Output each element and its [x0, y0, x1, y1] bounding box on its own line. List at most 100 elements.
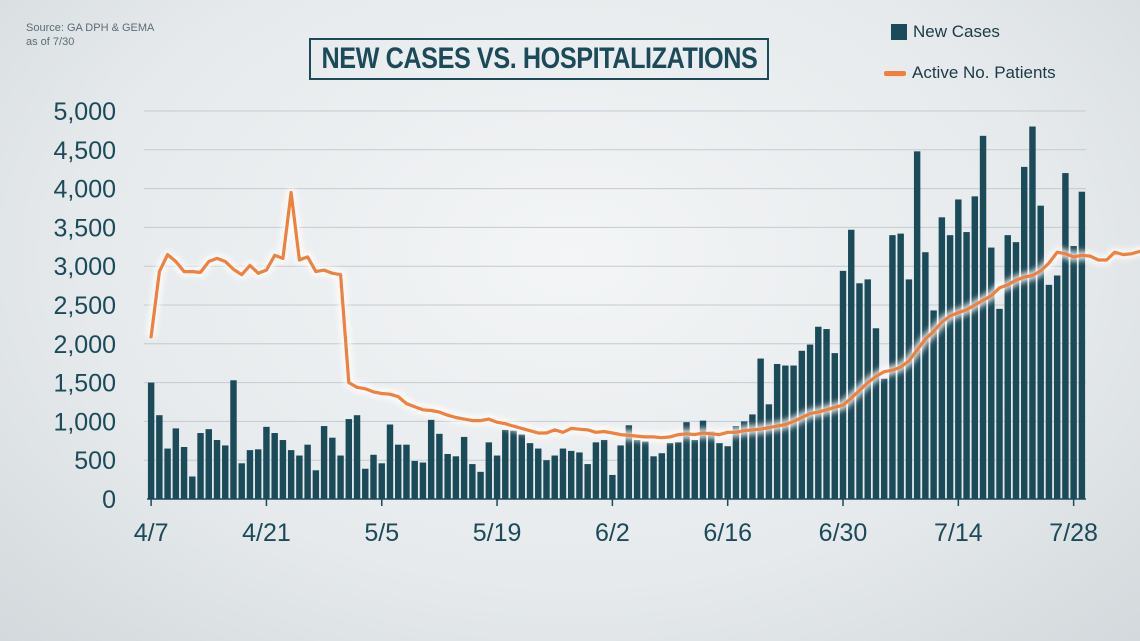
new-cases-bar	[1078, 191, 1086, 500]
new-cases-bar	[1053, 275, 1061, 499]
new-cases-bar	[848, 229, 855, 499]
new-cases-bar	[485, 442, 493, 499]
new-cases-bar	[329, 437, 336, 499]
new-cases-bar	[872, 328, 880, 499]
new-cases-bar	[732, 426, 740, 499]
new-cases-bar	[609, 474, 616, 499]
y-tick-label: 2,000	[53, 331, 116, 359]
new-cases-bar	[971, 196, 979, 500]
new-cases-bar	[1004, 235, 1011, 499]
new-cases-bar	[600, 440, 608, 499]
y-tick-label: 4,000	[53, 176, 116, 204]
new-cases-bar	[172, 428, 180, 499]
x-tick-label: 6/16	[703, 519, 752, 547]
new-cases-bar	[510, 430, 517, 499]
new-cases-bar	[460, 436, 468, 499]
new-cases-bar	[238, 463, 245, 499]
new-cases-bar	[362, 468, 369, 499]
x-tick-label: 5/19	[473, 519, 522, 547]
x-tick-label: 7/14	[934, 519, 983, 547]
new-cases-bar	[790, 365, 797, 499]
new-cases-bar	[246, 450, 254, 499]
new-cases-bar	[675, 442, 682, 499]
y-tick-label: 1,500	[53, 370, 116, 398]
new-cases-bar	[353, 415, 361, 499]
new-cases-bar	[988, 247, 995, 499]
legend-swatch-active-patients	[884, 70, 906, 76]
y-tick-label: 3,500	[53, 214, 116, 242]
new-cases-bar	[469, 464, 476, 499]
new-cases-bar	[345, 419, 353, 499]
y-tick-label: 5,000	[53, 98, 116, 126]
new-cases-bar	[427, 419, 435, 499]
new-cases-bar	[559, 448, 567, 499]
new-cases-bar	[567, 450, 575, 499]
x-tick-label: 4/21	[242, 519, 291, 547]
new-cases-bar	[411, 460, 418, 499]
new-cases-bar	[691, 440, 698, 499]
new-cases-bar	[156, 415, 163, 499]
new-cases-bar	[773, 363, 781, 499]
new-cases-bar	[683, 422, 690, 499]
y-tick-label: 0	[102, 486, 116, 514]
new-cases-bar	[699, 420, 707, 499]
new-cases-bar	[1029, 126, 1036, 500]
new-cases-bar	[782, 365, 789, 499]
new-cases-bar	[222, 445, 229, 499]
y-tick-label: 2,500	[53, 292, 116, 320]
new-cases-bar	[1062, 173, 1069, 499]
y-tick-label: 500	[74, 447, 116, 475]
new-cases-bar	[271, 433, 278, 499]
new-cases-bar	[518, 434, 525, 499]
new-cases-bar	[831, 353, 838, 499]
new-cases-bar	[296, 455, 303, 499]
y-tick-label: 3,000	[53, 253, 116, 281]
new-cases-bar	[765, 404, 773, 499]
new-cases-bar	[312, 470, 320, 499]
legend-item-active-patients: Active No. Patients	[884, 63, 1056, 83]
new-cases-bar	[444, 453, 451, 499]
x-tick-label: 5/5	[364, 519, 399, 547]
new-cases-bar	[337, 455, 344, 499]
new-cases-bar	[304, 444, 311, 499]
chart-title-box: NEW CASES VS. HOSPITALIZATIONS	[309, 38, 769, 80]
new-cases-bar	[996, 308, 1003, 499]
new-cases-bar	[740, 421, 748, 499]
new-cases-bar	[1012, 242, 1020, 500]
new-cases-bar	[370, 454, 377, 499]
new-cases-bar	[922, 252, 929, 499]
legend-swatch-new-cases	[891, 24, 907, 40]
new-cases-bar	[378, 463, 385, 499]
source-note: Source: GA DPH & GEMA as of 7/30	[26, 22, 155, 48]
chart-title: NEW CASES VS. HOSPITALIZATIONS	[321, 42, 757, 75]
new-cases-bar	[798, 350, 806, 499]
new-cases-bar	[938, 217, 946, 499]
new-cases-bar	[642, 441, 649, 499]
new-cases-bar	[287, 450, 295, 499]
new-cases-bar	[230, 380, 237, 499]
new-cases-bar	[930, 310, 937, 499]
new-cases-bar	[551, 455, 558, 499]
x-tick-label: 7/28	[1049, 519, 1098, 547]
new-cases-bar	[864, 279, 871, 499]
active-patients-line	[149, 190, 1140, 440]
new-cases-bar	[658, 453, 666, 499]
y-tick-label: 1,000	[53, 408, 116, 436]
new-cases-bar	[419, 462, 427, 499]
new-cases-bar	[436, 433, 443, 499]
new-cases-bar	[749, 414, 756, 499]
new-cases-bar	[708, 431, 715, 499]
new-cases-bar	[617, 445, 624, 499]
new-cases-bar	[493, 455, 501, 499]
new-cases-bar	[716, 443, 723, 499]
new-cases-bar	[395, 444, 402, 499]
new-cases-bar	[205, 429, 212, 499]
new-cases-bar	[724, 446, 731, 499]
new-cases-bar	[147, 382, 155, 499]
legend-label-active-patients: Active No. Patients	[912, 63, 1056, 82]
new-cases-bar	[592, 442, 600, 499]
new-cases-bar	[477, 471, 484, 499]
new-cases-bar	[1070, 246, 1077, 499]
new-cases-bar	[666, 443, 674, 499]
